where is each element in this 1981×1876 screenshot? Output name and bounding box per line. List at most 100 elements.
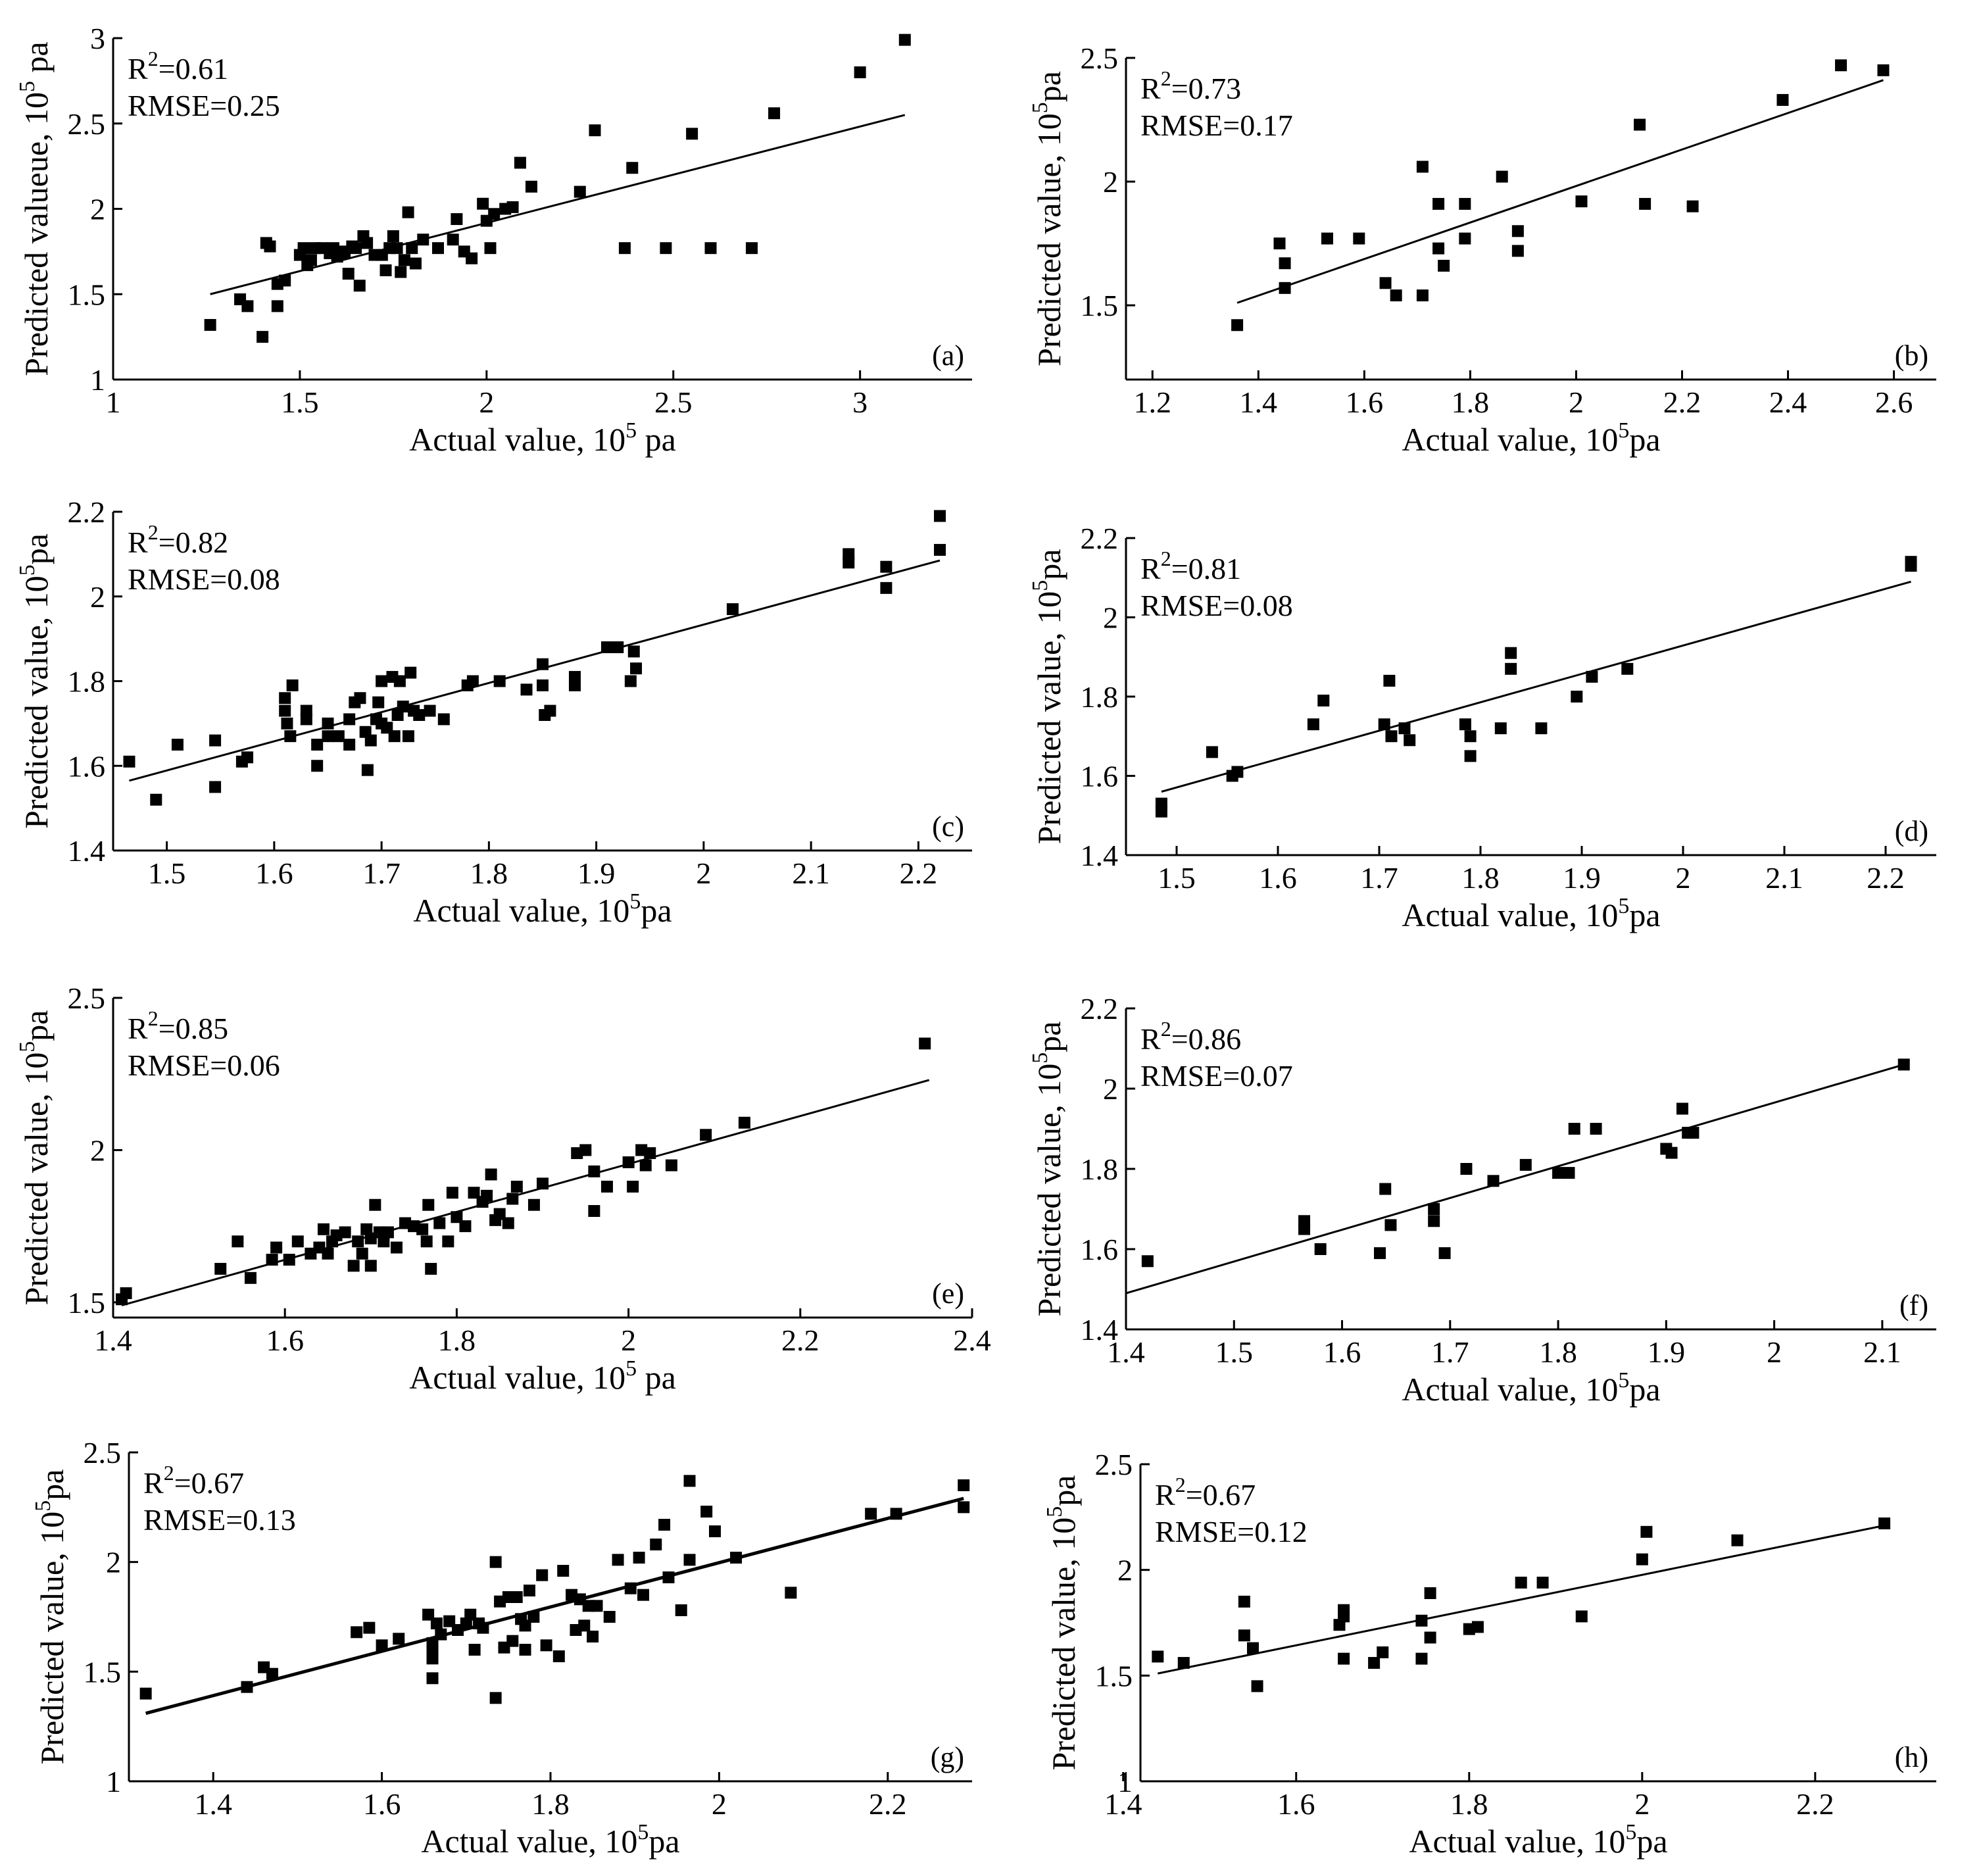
data-point	[510, 1591, 523, 1603]
data-point	[356, 1247, 368, 1260]
data-point	[209, 781, 222, 793]
data-point	[660, 242, 672, 255]
data-point	[1511, 225, 1524, 237]
data-point	[417, 234, 429, 246]
x-tick-label: 1.8	[1450, 1787, 1488, 1821]
data-point	[322, 730, 334, 743]
r-squared-symbol: R	[143, 1466, 164, 1500]
x-axis-title-exponent: 5	[629, 889, 641, 914]
data-point	[264, 240, 276, 253]
data-point	[426, 1652, 439, 1665]
data-point	[241, 300, 254, 312]
data-point	[322, 1247, 334, 1260]
data-point	[624, 1582, 637, 1594]
data-point	[404, 666, 417, 679]
data-point	[1390, 289, 1402, 302]
r-squared-text: R2=0.61	[128, 47, 228, 86]
data-point	[1177, 1657, 1190, 1669]
data-point	[485, 1168, 497, 1181]
data-point	[413, 709, 426, 721]
data-point	[343, 713, 356, 726]
r-squared-exponent: 2	[148, 1006, 159, 1030]
x-tick-label: 2.1	[792, 856, 830, 890]
x-axis-title-exponent: 5	[1618, 1368, 1629, 1393]
data-point	[232, 1235, 244, 1248]
data-point	[1687, 1127, 1700, 1139]
rmse-text: RMSE=0.17	[1140, 109, 1293, 142]
panel-label: (e)	[932, 1277, 964, 1310]
rmse-text: RMSE=0.12	[1155, 1515, 1308, 1548]
data-point	[1835, 59, 1847, 72]
data-point	[1428, 1203, 1440, 1215]
x-tick-label: 1.6	[1277, 1787, 1315, 1821]
r-squared-exponent: 2	[1161, 547, 1171, 570]
data-point	[442, 1235, 454, 1248]
data-point	[745, 242, 758, 255]
y-axis-title: Predicted valueue, 105 pa	[15, 41, 55, 376]
data-point	[523, 1585, 535, 1596]
y-axis-title: Predicted value, 105pa	[15, 1010, 55, 1306]
y-axis-title-exponent: 5	[15, 81, 39, 92]
data-point	[686, 128, 698, 140]
data-point	[1511, 245, 1524, 257]
data-point	[1298, 1215, 1311, 1227]
data-point	[422, 1198, 435, 1211]
data-point	[466, 675, 479, 687]
data-point	[520, 683, 533, 696]
data-point	[311, 739, 324, 751]
data-point	[1398, 722, 1411, 735]
data-point	[395, 266, 407, 278]
data-point	[506, 1193, 519, 1205]
data-point	[1487, 1175, 1500, 1187]
data-point	[332, 730, 345, 743]
x-tick-label: 1.6	[363, 1787, 401, 1821]
panel-label: (d)	[1895, 815, 1928, 847]
y-tick-label: 1.6	[1081, 1233, 1119, 1266]
r-squared-text: R2=0.86	[1140, 1017, 1241, 1056]
y-tick-label: 2.2	[1081, 522, 1119, 555]
data-point	[639, 1159, 652, 1172]
rmse-text: RMSE=0.06	[128, 1049, 280, 1082]
data-point	[1377, 1646, 1389, 1658]
y-tick-label: 1	[1117, 1765, 1133, 1798]
r-squared-exponent: 2	[1175, 1473, 1186, 1496]
data-point	[1141, 1255, 1154, 1268]
data-point	[1568, 1123, 1580, 1135]
data-point	[1505, 662, 1517, 675]
x-tick-label: 2	[621, 1323, 636, 1357]
data-point	[958, 1479, 970, 1491]
data-point	[1571, 691, 1583, 703]
y-tick-label: 2	[1103, 1072, 1118, 1106]
data-point	[1424, 1587, 1436, 1600]
data-point	[150, 793, 162, 806]
x-tick-label: 2	[479, 385, 494, 419]
data-point	[1416, 289, 1429, 302]
data-point	[1438, 1247, 1451, 1260]
y-tick-label: 1.5	[68, 278, 106, 311]
data-point	[339, 1226, 351, 1239]
data-point	[241, 1681, 253, 1693]
data-point	[391, 242, 403, 255]
y-axis-title: Predicted value, 105pa	[31, 1469, 70, 1765]
data-point	[468, 1644, 481, 1656]
data-point	[1321, 232, 1333, 245]
x-tick-label: 1.8	[1539, 1335, 1577, 1369]
y-axis-title-text: Predicted value, 10	[1045, 1518, 1082, 1771]
data-point	[361, 237, 374, 249]
y-axis-title-unit: pa	[34, 1469, 70, 1500]
data-point	[402, 730, 414, 743]
data-point	[284, 730, 297, 743]
r-squared-value: =0.82	[159, 526, 228, 559]
y-tick-label: 2.5	[1081, 41, 1119, 75]
data-point	[612, 1554, 624, 1566]
data-point	[271, 300, 283, 312]
data-point	[633, 1552, 645, 1564]
data-point	[477, 1621, 489, 1634]
data-point	[241, 751, 254, 764]
data-point	[898, 34, 911, 46]
x-axis-title-exponent: 5	[637, 1820, 648, 1844]
data-point	[1385, 730, 1398, 743]
x-tick-label: 1.8	[1461, 861, 1500, 895]
y-axis-title-text: Predicted value, 10	[34, 1512, 70, 1765]
